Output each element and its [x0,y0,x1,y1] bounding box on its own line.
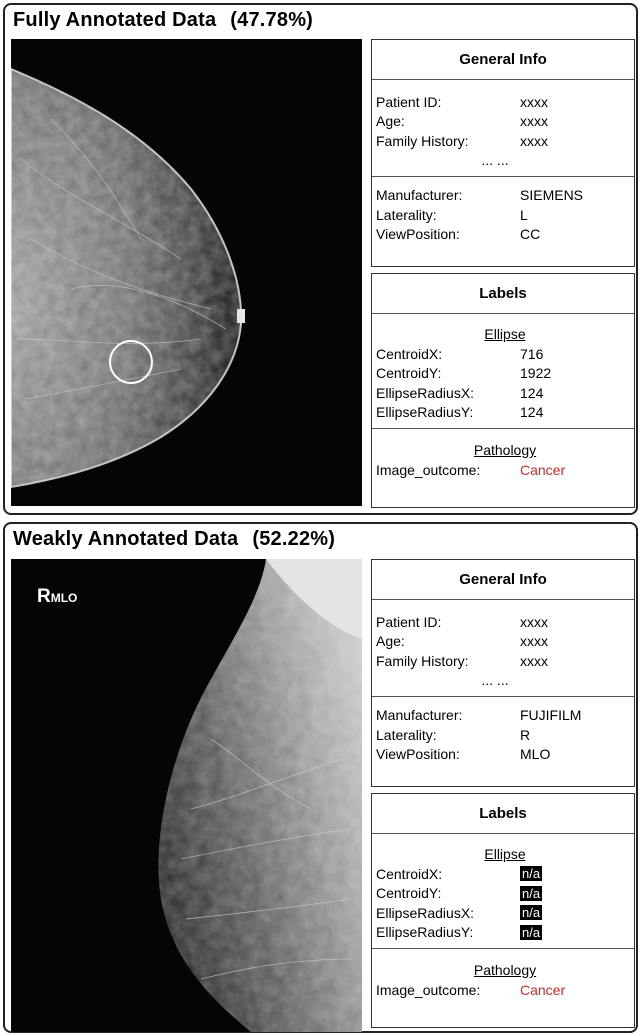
view-tag: RMLO [37,586,77,608]
patient-id-label: Patient ID: [376,93,442,110]
lesion-ellipse-marker [109,340,153,384]
view-tag-laterality: R [37,586,51,607]
manufacturer-value: FUJIFILM [520,707,582,724]
ellipse-radius-y-value: n/a [520,924,543,940]
ellipse-radius-x-value: 124 [520,384,544,401]
general-info-box: General Info Patient ID: xxxx Age: xxxx Fa… [371,39,635,267]
age-value: xxxx [520,633,548,650]
centroid-x-label: CentroidX: [376,345,443,362]
family-history-label: Family History: [376,652,469,669]
view-position-value: CC [520,226,541,243]
view-position-value: MLO [520,746,551,763]
ellipse-radius-x-value: n/a [520,905,543,921]
panel-title: Weakly Annotated Data (52.22%) [13,528,335,551]
patient-id-value: xxxx [520,613,548,630]
centroid-x-label: CentroidX: [376,865,443,882]
general-info-heading: General Info [372,560,634,600]
centroid-x-value: 716 [520,345,544,362]
mammogram-cc-graphic [11,39,362,506]
mammogram-mlo-image: RMLO [11,559,362,1032]
family-history-value: xxxx [520,132,548,149]
image-outcome-value: Cancer [520,981,566,998]
image-outcome-label: Image_outcome: [376,981,481,998]
ellipse-heading: Ellipse [484,846,526,862]
laterality-label: Laterality: [376,206,437,223]
image-outcome-label: Image_outcome: [376,461,481,478]
weakly-annotated-panel: Weakly Annotated Data (52.22%) [3,522,638,1033]
panel-title: Fully Annotated Data (47.78%) [13,9,313,32]
age-label: Age: [376,633,405,650]
family-history-value: xxxx [520,652,548,669]
patient-id-value: xxxx [520,93,548,110]
view-tag-position: MLO [50,591,78,605]
centroid-y-value: 1922 [520,365,552,382]
labels-heading: Labels [372,794,634,834]
centroid-x-value: n/a [520,866,543,882]
ellipse-radius-y-label: EllipseRadiusY: [376,404,474,421]
fully-annotated-panel: Fully Annotated Data (47.78%) [3,3,638,515]
laterality-value: L [520,206,528,223]
pathology-heading: Pathology [473,442,537,458]
ellipsis-text: ... ... [481,151,509,168]
image-outcome-value: Cancer [520,461,566,478]
centroid-y-label: CentroidY: [376,885,442,902]
family-history-label: Family History: [376,132,469,149]
view-position-label: ViewPosition: [376,746,460,763]
pathology-heading: Pathology [473,962,537,978]
centroid-y-value: n/a [520,885,543,901]
labels-box: Labels Ellipse CentroidX: 716 CentroidY: 1… [371,273,635,508]
age-label: Age: [376,113,405,130]
labels-box: Labels Ellipse CentroidX: n/a CentroidY: n… [371,793,635,1028]
panel-percent: (52.22%) [252,528,336,550]
general-info-heading: General Info [372,40,634,80]
laterality-label: Laterality: [376,726,437,743]
laterality-value: R [520,726,531,743]
age-value: xxxx [520,113,548,130]
labels-heading: Labels [372,274,634,314]
panel-title-text: Fully Annotated Data [13,9,217,31]
ellipse-radius-x-label: EllipseRadiusX: [376,904,475,921]
ellipse-radius-y-label: EllipseRadiusY: [376,924,474,941]
mammogram-cc-image [11,39,362,506]
panel-title-text: Weakly Annotated Data [13,528,239,550]
panel-percent: (47.78%) [230,9,314,31]
manufacturer-value: SIEMENS [520,187,584,204]
patient-id-label: Patient ID: [376,613,442,630]
ellipse-radius-x-label: EllipseRadiusX: [376,384,475,401]
ellipsis-text: ... ... [481,671,509,688]
general-info-box: General Info Patient ID: xxxx Age: xxxx Fa… [371,559,635,787]
centroid-y-label: CentroidY: [376,365,442,382]
mammogram-mlo-graphic [11,559,362,1032]
ellipse-heading: Ellipse [484,326,526,342]
manufacturer-label: Manufacturer: [376,707,463,724]
ellipse-radius-y-value: 124 [520,404,544,421]
view-position-label: ViewPosition: [376,226,460,243]
manufacturer-label: Manufacturer: [376,187,463,204]
